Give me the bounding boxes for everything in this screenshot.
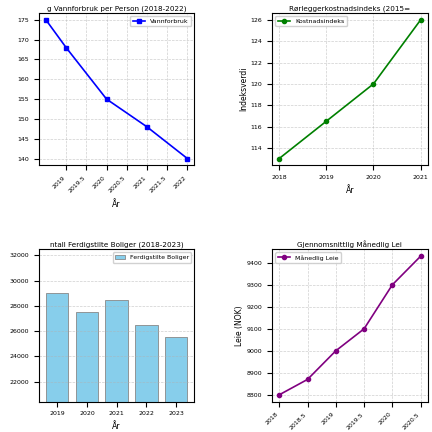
Legend: Vannforbruk: Vannforbruk xyxy=(130,16,191,26)
Vannforbruk xyxy=(185,156,190,161)
Vannforbruk xyxy=(43,17,48,22)
Månedlig Leie xyxy=(333,348,338,353)
Kostnadsindeks xyxy=(276,156,282,161)
X-axis label: År: År xyxy=(112,422,121,431)
Line: Kostnadsindeks: Kostnadsindeks xyxy=(277,18,422,161)
Bar xyxy=(165,337,187,432)
Månedlig Leie xyxy=(418,254,423,259)
Kostnadsindeks xyxy=(371,81,376,86)
Y-axis label: Indeksverdi: Indeksverdi xyxy=(239,67,248,111)
Legend: Ferdigstilte Boliger: Ferdigstilte Boliger xyxy=(113,252,191,263)
Title: Gjennomsnittlig Månedlig Lei: Gjennomsnittlig Månedlig Lei xyxy=(298,240,402,248)
Legend: Månedlig Leie: Månedlig Leie xyxy=(275,252,341,263)
Vannforbruk xyxy=(64,45,69,50)
Kostnadsindeks xyxy=(418,17,423,22)
Vannforbruk xyxy=(144,124,149,130)
Vannforbruk xyxy=(104,96,109,102)
Månedlig Leie xyxy=(276,392,282,397)
Bar xyxy=(105,299,128,432)
X-axis label: År: År xyxy=(112,200,121,209)
Legend: Kostnadsindeks: Kostnadsindeks xyxy=(275,16,347,26)
Bar xyxy=(76,312,98,432)
Title: g Vannforbruk per Person (2018-2022): g Vannforbruk per Person (2018-2022) xyxy=(47,5,186,12)
Line: Vannforbruk: Vannforbruk xyxy=(44,18,189,161)
Title: ntall Ferdigstilte Boliger (2018-2023): ntall Ferdigstilte Boliger (2018-2023) xyxy=(50,241,184,248)
Bar xyxy=(46,293,68,432)
Månedlig Leie xyxy=(362,326,367,331)
Y-axis label: Leie (NOK): Leie (NOK) xyxy=(235,305,244,346)
Line: Månedlig Leie: Månedlig Leie xyxy=(277,254,422,397)
Månedlig Leie xyxy=(390,282,395,287)
Bar xyxy=(135,325,158,432)
Title: Rørleggerkostnadsindeks (2015=: Rørleggerkostnadsindeks (2015= xyxy=(289,5,410,12)
Kostnadsindeks xyxy=(324,119,329,124)
Månedlig Leie xyxy=(305,377,310,382)
X-axis label: År: År xyxy=(346,186,354,195)
